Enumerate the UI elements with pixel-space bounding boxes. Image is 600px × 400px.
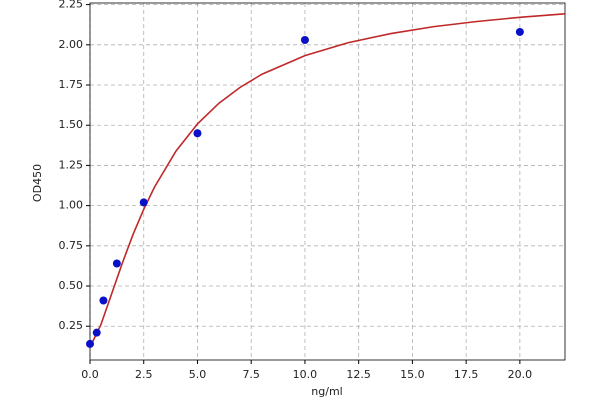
data-point — [193, 129, 202, 138]
y-tick-label: 0.50 — [59, 279, 84, 292]
x-axis-label: ng/ml — [311, 385, 342, 398]
x-tick-label: 10.0 — [293, 368, 318, 381]
x-tick-label: 12.5 — [346, 368, 371, 381]
data-point — [300, 35, 309, 44]
y-tick-label: 1.75 — [59, 78, 84, 91]
y-tick-label: 2.00 — [59, 38, 84, 51]
y-tick-label: 1.00 — [59, 199, 84, 212]
data-point — [515, 27, 524, 36]
plot-frame — [89, 2, 566, 361]
data-point — [86, 339, 94, 348]
fit-curve — [89, 12, 566, 348]
y-tick-label: 0.75 — [59, 239, 84, 252]
y-tick-label: 1.25 — [59, 158, 84, 171]
data-point — [92, 328, 101, 337]
y-axis-label: OD450 — [31, 164, 44, 202]
x-tick-label: 2.5 — [135, 368, 153, 381]
data-point — [99, 296, 108, 305]
x-tick-label: 5.0 — [189, 368, 207, 381]
y-tick-label: 2.25 — [59, 0, 84, 11]
x-tick-label: 17.5 — [454, 368, 479, 381]
data-point — [112, 259, 121, 268]
y-tick-label: 0.25 — [59, 319, 84, 332]
x-tick-label: 7.5 — [242, 368, 260, 381]
y-tick-label: 1.50 — [59, 118, 84, 131]
x-tick-label: 0.0 — [81, 368, 99, 381]
data-point — [139, 198, 148, 207]
x-tick-label: 20.0 — [508, 368, 533, 381]
x-tick-label: 15.0 — [400, 368, 425, 381]
